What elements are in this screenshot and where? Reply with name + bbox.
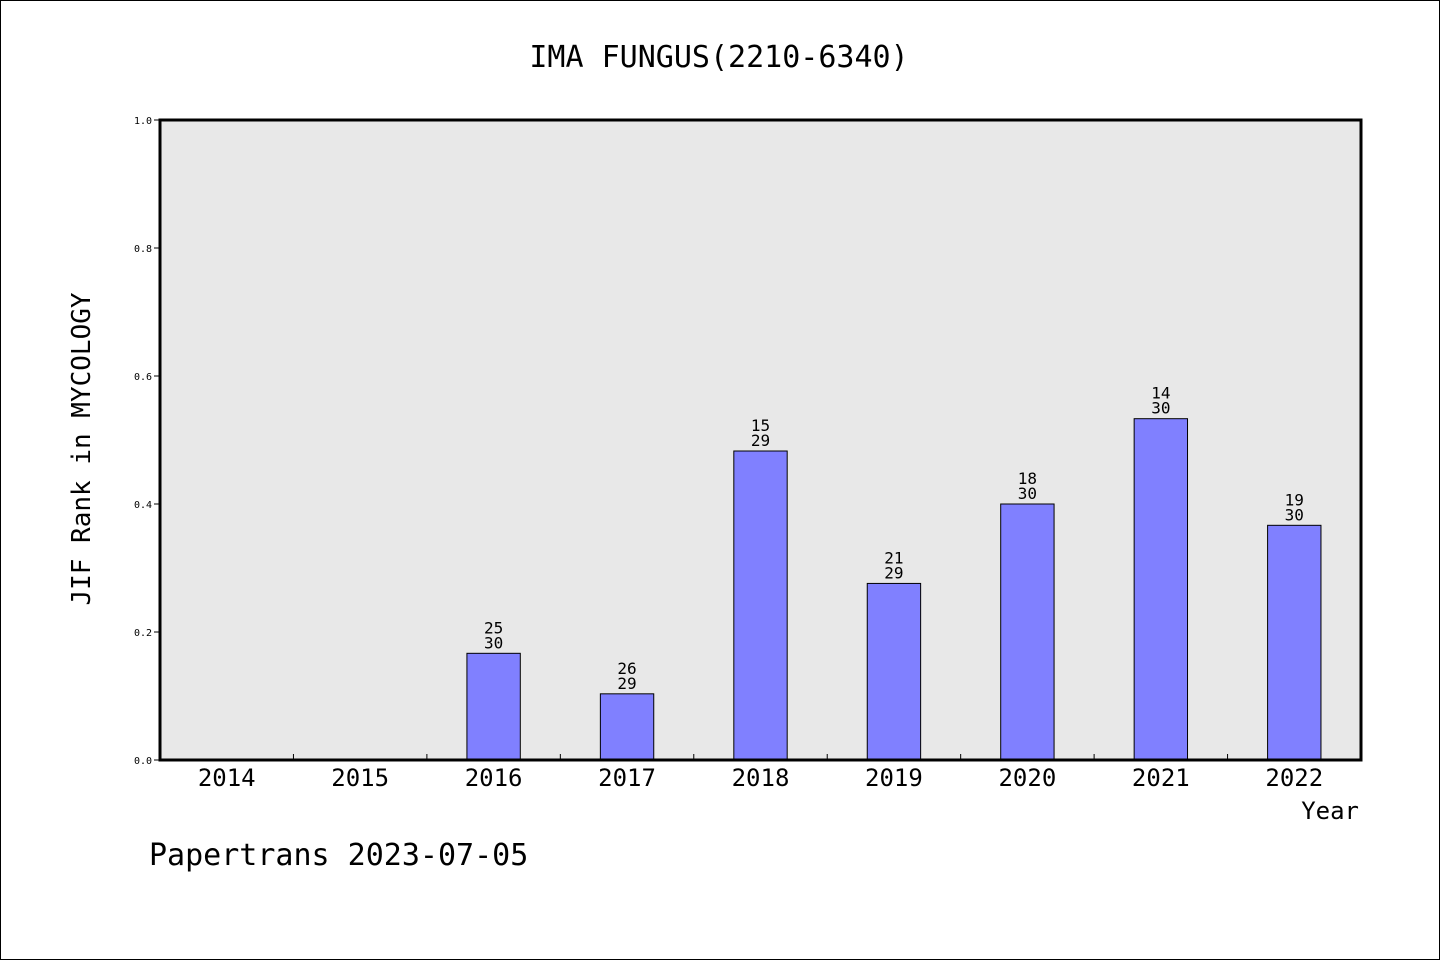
plot-frame: [158, 118, 1363, 762]
bar-total-label: 29: [884, 563, 903, 582]
bar-rank-label: 26: [617, 659, 636, 678]
bar-rank-label: 19: [1285, 490, 1304, 509]
bar-2016: [466, 652, 521, 761]
bars: [466, 418, 1322, 761]
x-tick-label: 2020: [998, 764, 1056, 792]
x-axis-ticks: 2014 2015 2016 2017 2018 2019 2020 2021 2022: [198, 754, 1323, 792]
y-axis-label: JIF Rank in MYCOLOGY: [67, 292, 97, 605]
bar-total-label: 30: [1285, 505, 1304, 524]
bar-rank-label: 15: [751, 416, 770, 435]
bar-total-label: 29: [617, 674, 636, 693]
bar-total-label: 29: [751, 431, 770, 450]
x-tick-label: 2022: [1265, 764, 1323, 792]
y-tick-label: 0.8: [134, 244, 152, 255]
x-tick-label: 2014: [198, 764, 256, 792]
x-tick-label: 2019: [865, 764, 923, 792]
bar-2019: [866, 582, 922, 761]
bar-2018: [733, 450, 788, 761]
x-tick-label: 2016: [465, 764, 523, 792]
footer-watermark-text: Papertrans 2023-07-05: [149, 838, 528, 873]
bar-rank-label: 25: [484, 618, 503, 637]
bar-total-label: 30: [484, 633, 503, 652]
y-tick-label: 0.6: [134, 372, 152, 383]
bar-2020: [1000, 503, 1055, 761]
y-tick-label: 0.2: [134, 628, 152, 639]
bar-2017: [599, 693, 655, 761]
bar-2022: [1267, 524, 1322, 761]
bar-2021: [1133, 418, 1189, 761]
bar-total-label: 30: [1151, 399, 1170, 418]
x-tick-label: 2021: [1132, 764, 1190, 792]
bar-rank-label: 14: [1151, 384, 1170, 403]
x-tick-label: 2018: [732, 764, 790, 792]
y-tick-label: 0.0: [134, 756, 152, 767]
bar-rank-label: 18: [1018, 469, 1037, 488]
bar-rank-label: 21: [884, 548, 903, 567]
y-axis-ticks: 0.0 0.2 0.4 0.6 0.8 1.0: [134, 116, 160, 767]
x-axis-label: Year: [1301, 797, 1359, 825]
chart-title: IMA FUNGUS(2210-6340): [529, 40, 908, 75]
x-tick-label: 2015: [331, 764, 389, 792]
x-tick-label: 2017: [598, 764, 656, 792]
y-tick-label: 0.4: [134, 500, 152, 511]
bar-total-label: 30: [1018, 484, 1037, 503]
y-tick-label: 1.0: [134, 116, 152, 127]
